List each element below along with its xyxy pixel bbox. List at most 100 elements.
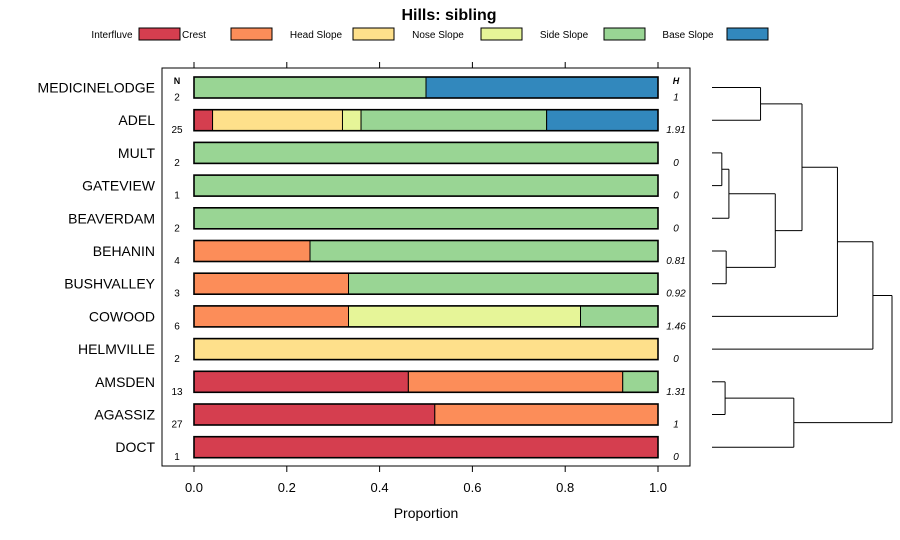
h-column-header: H bbox=[673, 76, 680, 86]
h-value-bushvalley: 0.92 bbox=[666, 289, 686, 300]
bar-segment-helmville-head-slope bbox=[193, 338, 659, 361]
bar-segment-medicinelodge-base-slope bbox=[425, 76, 659, 99]
x-tick-label-4: 0.8 bbox=[556, 480, 574, 495]
legend-swatch-head-slope bbox=[352, 27, 395, 41]
bar-segment-cowood-nose-slope bbox=[348, 305, 582, 328]
h-value-mult: 0 bbox=[673, 158, 679, 169]
bar-segment-agassiz-interfluve bbox=[193, 403, 436, 426]
bar-outline-doct bbox=[193, 435, 659, 459]
bar-outline-amsden bbox=[193, 370, 659, 394]
bar-segment-beaverdam-side-slope bbox=[193, 207, 659, 230]
bar-outline-adel bbox=[193, 108, 659, 132]
x-tick-label-5: 1.0 bbox=[649, 480, 667, 495]
legend: Interfluve Crest Head Slope Nose Slope Side … bbox=[91, 27, 769, 41]
n-value-beaverdam: 2 bbox=[174, 223, 180, 234]
bar-outline-medicinelodge bbox=[193, 76, 659, 99]
h-value-behanin: 0.81 bbox=[666, 256, 685, 267]
axes-group: 0.0 0.2 0.4 0.6 0.8 1.0 bbox=[185, 62, 667, 495]
row-label-behanin: BEHANIN bbox=[93, 243, 155, 259]
legend-label-side-slope: Side Slope bbox=[540, 30, 589, 41]
bar-segment-amsden-interfluve bbox=[193, 370, 409, 393]
bar-segment-gateview-side-slope bbox=[193, 174, 659, 197]
bar-segment-doct-interfluve bbox=[193, 436, 659, 459]
n-value-helmville: 2 bbox=[174, 354, 180, 365]
n-value-medicinelodge: 2 bbox=[174, 93, 180, 104]
bar-segment-mult-side-slope bbox=[193, 141, 659, 164]
legend-swatch-interfluve bbox=[138, 27, 181, 41]
n-value-mult: 2 bbox=[174, 158, 180, 169]
legend-label-nose-slope: Nose Slope bbox=[412, 30, 464, 41]
bar-segment-adel-head-slope bbox=[212, 109, 343, 132]
legend-label-head-slope: Head Slope bbox=[290, 30, 343, 41]
bar-segment-cowood-crest bbox=[193, 305, 350, 328]
x-tick-label-0: 0.0 bbox=[185, 480, 203, 495]
bar-segment-bushvalley-crest bbox=[193, 272, 350, 295]
x-axis-label: Proportion bbox=[394, 505, 459, 521]
x-tick-label-3: 0.6 bbox=[463, 480, 481, 495]
plot-panel bbox=[161, 67, 691, 467]
n-value-adel: 25 bbox=[171, 125, 183, 136]
bar-outline-cowood bbox=[193, 305, 659, 328]
legend-label-base-slope: Base Slope bbox=[662, 30, 714, 41]
n-value-behanin: 4 bbox=[174, 256, 180, 267]
h-value-agassiz: 1 bbox=[673, 420, 679, 431]
n-value-bushvalley: 3 bbox=[174, 289, 180, 300]
h-value-adel: 1.91 bbox=[666, 125, 685, 136]
chart-title: Hills: sibling bbox=[401, 7, 496, 24]
row-label-gateview: GATEVIEW bbox=[82, 178, 156, 194]
bars-group bbox=[193, 76, 659, 459]
bar-segment-amsden-crest bbox=[407, 370, 624, 393]
h-value-cowood: 1.46 bbox=[666, 321, 686, 332]
bar-segment-adel-base-slope bbox=[546, 109, 659, 132]
legend-swatch-side-slope bbox=[603, 27, 646, 41]
bar-segment-behanin-side-slope bbox=[309, 240, 659, 262]
bar-outline-bushvalley bbox=[193, 272, 659, 296]
bar-segment-amsden-side-slope bbox=[622, 370, 659, 393]
h-value-beaverdam: 0 bbox=[673, 223, 679, 234]
bar-segment-behanin-crest bbox=[193, 240, 311, 262]
legend-swatch-base-slope bbox=[726, 27, 769, 41]
row-label-beaverdam: BEAVERDAM bbox=[68, 210, 155, 226]
n-value-agassiz: 27 bbox=[171, 420, 183, 431]
h-value-doct: 0 bbox=[673, 452, 679, 463]
row-label-mult: MULT bbox=[118, 145, 156, 161]
bar-segment-cowood-side-slope bbox=[580, 305, 659, 328]
bar-outline-helmville bbox=[193, 337, 659, 361]
x-tick-label-1: 0.2 bbox=[278, 480, 296, 495]
bar-outline-agassiz bbox=[193, 403, 659, 426]
legend-label-interfluve: Interfluve bbox=[91, 30, 133, 41]
bar-outline-mult bbox=[193, 141, 659, 165]
row-label-amsden: AMSDEN bbox=[95, 374, 155, 390]
n-column-header: N bbox=[174, 76, 181, 86]
n-value-doct: 1 bbox=[174, 452, 180, 463]
legend-swatch-nose-slope bbox=[480, 27, 523, 41]
row-label-cowood: COWOOD bbox=[89, 308, 155, 324]
n-value-gateview: 1 bbox=[174, 191, 180, 202]
bar-segment-adel-nose-slope bbox=[341, 109, 362, 132]
x-tick-label-2: 0.4 bbox=[371, 480, 389, 495]
row-label-adel: ADEL bbox=[118, 112, 155, 128]
bar-segment-medicinelodge-side-slope bbox=[193, 76, 427, 99]
bar-segment-bushvalley-side-slope bbox=[348, 272, 659, 295]
h-value-helmville: 0 bbox=[673, 354, 679, 365]
h-value-amsden: 1.31 bbox=[666, 387, 685, 398]
row-label-bushvalley: BUSHVALLEY bbox=[64, 276, 155, 292]
bar-segment-adel-interfluve bbox=[193, 109, 214, 132]
bar-segment-agassiz-crest bbox=[434, 403, 659, 426]
dendrogram bbox=[712, 87, 893, 448]
h-value-gateview: 0 bbox=[673, 191, 679, 202]
bar-outline-gateview bbox=[193, 174, 659, 197]
h-value-medicinelodge: 1 bbox=[673, 93, 679, 104]
bar-outline-behanin bbox=[193, 239, 659, 263]
legend-label-crest: Crest bbox=[182, 30, 206, 41]
row-label-doct: DOCT bbox=[115, 439, 155, 455]
n-value-amsden: 13 bbox=[171, 387, 183, 398]
row-label-agassiz: AGASSIZ bbox=[94, 407, 155, 423]
row-label-medicinelodge: MEDICINELODGE bbox=[38, 80, 155, 96]
bar-segment-adel-side-slope bbox=[360, 109, 548, 132]
n-value-cowood: 6 bbox=[174, 321, 180, 332]
legend-swatch-crest bbox=[230, 27, 273, 41]
row-labels-group: MEDICINELODGE 2 1 ADEL 25 1.91 MULT 2 0 GATEVIEW 1… bbox=[38, 80, 687, 464]
bar-outline-beaverdam bbox=[193, 207, 659, 230]
